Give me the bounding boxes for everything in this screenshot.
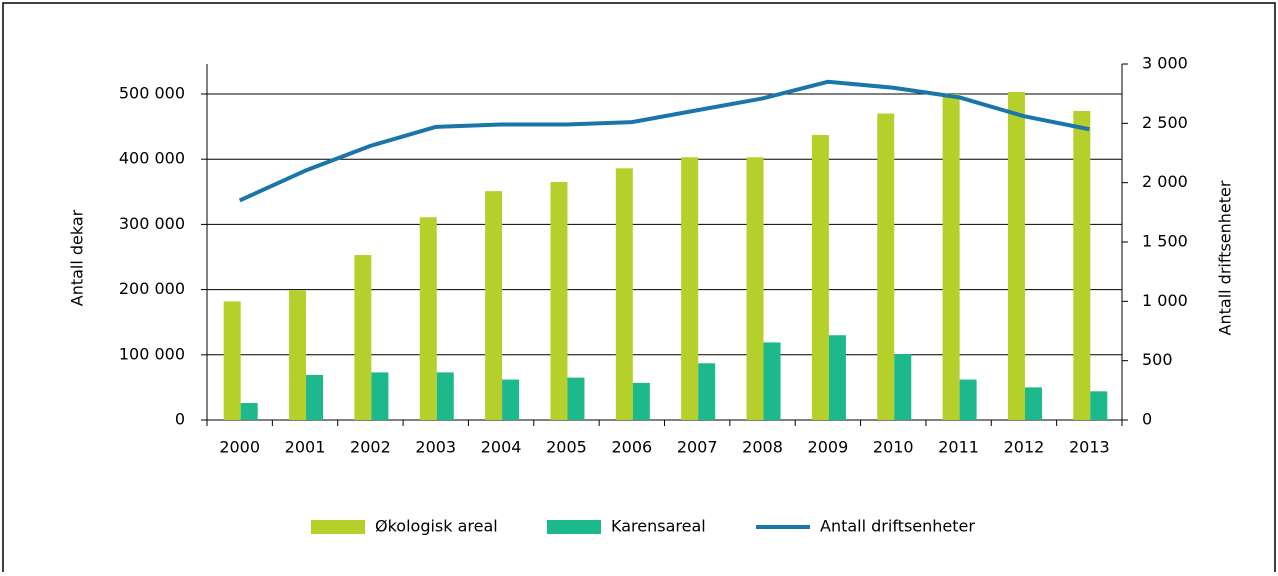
y-tick-label: 0 (175, 410, 185, 429)
bar (1073, 110, 1091, 420)
bar (681, 157, 699, 420)
legend-label: Antall driftsenheter (820, 517, 975, 536)
x-tick-label: 2007 (677, 438, 718, 457)
y2-tick-label: 1 000 (1142, 291, 1188, 310)
bar (485, 191, 503, 420)
x-tick-label: 2009 (808, 438, 849, 457)
bar (567, 377, 585, 420)
line (238, 79, 1090, 203)
x-tick-label: 2003 (415, 438, 456, 457)
bar (698, 363, 716, 420)
bar (306, 375, 324, 420)
y-tick-label: 400 000 (119, 149, 185, 168)
x-tick-label: 2008 (742, 438, 783, 457)
bar (1007, 92, 1025, 421)
bar (763, 342, 781, 420)
y-tick-label: 100 000 (119, 344, 185, 363)
y2-axis-label: Antall driftsenheter (1216, 180, 1235, 335)
y2-tick-label: 1 500 (1142, 232, 1188, 251)
x-tick-label: 2013 (1069, 438, 1110, 457)
bar (1024, 387, 1042, 420)
bar (240, 403, 258, 420)
bar (959, 379, 977, 420)
bar (354, 255, 372, 420)
y2-tick-label: 0 (1142, 410, 1152, 429)
y-tick-label: 300 000 (119, 214, 185, 233)
x-tick-label: 2000 (219, 438, 260, 457)
bar (877, 113, 895, 421)
x-tick-label: 2002 (350, 438, 391, 457)
bar (502, 379, 520, 420)
legend-label: Økologisk areal (375, 517, 498, 536)
x-tick-label: 2012 (1004, 438, 1045, 457)
y-tick-label: 200 000 (119, 279, 185, 298)
bar (223, 301, 241, 420)
legend-swatch (547, 520, 601, 534)
legend-label: Karensareal (611, 517, 706, 536)
x-tick-label: 2004 (481, 438, 522, 457)
bar (942, 93, 960, 420)
y-tick-label: 500 000 (119, 83, 185, 102)
x-tick-label: 2011 (938, 438, 979, 457)
bar (615, 168, 633, 420)
y-axis-label: Antall dekar (68, 209, 87, 306)
bar (289, 290, 307, 420)
x-tick-label: 2010 (873, 438, 914, 457)
bar (1090, 391, 1108, 420)
bar (419, 217, 437, 420)
y2-tick-label: 2 500 (1142, 113, 1188, 132)
y2-tick-label: 2 000 (1142, 172, 1188, 191)
bar (436, 372, 454, 420)
bar (371, 372, 389, 420)
legend-swatch (311, 520, 365, 534)
x-tick-label: 2001 (285, 438, 326, 457)
bar (828, 335, 846, 420)
y2-tick-label: 500 (1142, 350, 1173, 369)
x-tick-label: 2006 (611, 438, 652, 457)
bar (632, 382, 650, 420)
x-tick-label: 2005 (546, 438, 587, 457)
y2-tick-label: 3 000 (1142, 54, 1188, 73)
bar (550, 182, 568, 420)
bar (894, 354, 912, 420)
bar (811, 135, 829, 421)
bar (746, 157, 764, 420)
